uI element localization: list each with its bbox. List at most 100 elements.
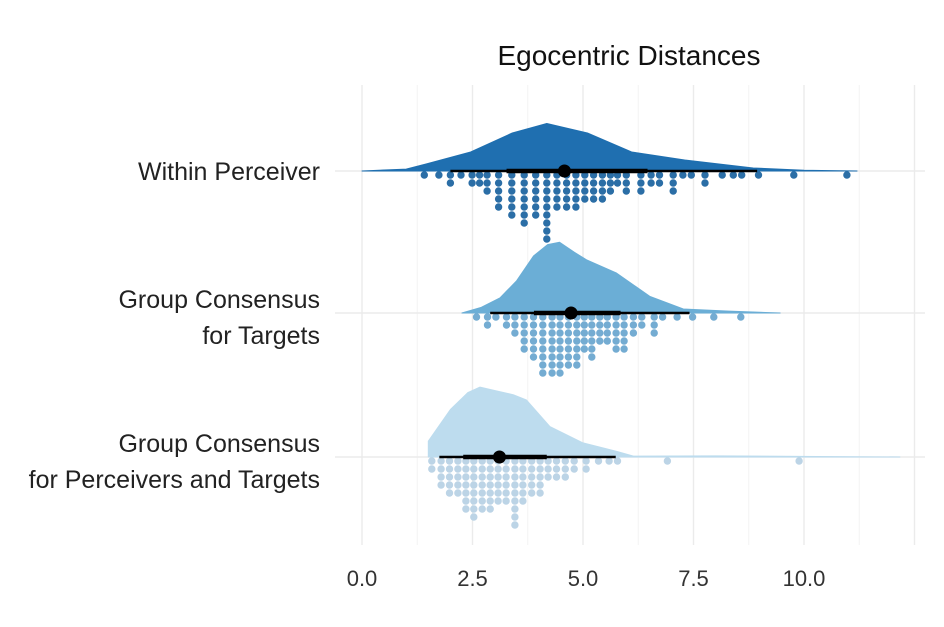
data-dot xyxy=(543,219,551,227)
data-dot xyxy=(790,171,798,179)
data-dot xyxy=(606,187,615,195)
data-dot xyxy=(483,187,491,195)
data-dot xyxy=(596,329,604,337)
data-dot xyxy=(528,473,536,481)
density-curve xyxy=(427,386,901,458)
data-dot xyxy=(539,369,547,377)
data-dot xyxy=(520,195,528,203)
data-dot xyxy=(594,457,603,465)
series-2 xyxy=(461,241,781,377)
data-dot xyxy=(572,187,580,195)
data-dot xyxy=(580,321,588,329)
data-dot xyxy=(620,337,628,345)
data-dot xyxy=(647,179,655,187)
data-dot xyxy=(564,329,573,337)
data-dot xyxy=(543,227,551,235)
data-dot xyxy=(528,481,536,489)
data-dot xyxy=(553,195,561,203)
data-dot xyxy=(539,345,547,353)
data-dot xyxy=(638,321,646,329)
data-dot xyxy=(532,195,540,203)
data-dot xyxy=(603,337,611,345)
data-dot xyxy=(588,337,596,345)
data-dot xyxy=(475,171,484,179)
data-dot xyxy=(588,329,596,337)
x-axis-tick-labels: 0.0 2.5 5.0 7.5 10.0 xyxy=(347,566,826,591)
data-dot xyxy=(581,187,589,195)
data-dot xyxy=(454,473,462,481)
data-dot xyxy=(581,195,589,203)
data-dot xyxy=(701,171,709,179)
data-dot xyxy=(582,465,590,473)
data-dot xyxy=(543,195,551,203)
series-3 xyxy=(427,386,901,529)
data-dot xyxy=(710,313,718,321)
data-dot xyxy=(520,203,528,211)
data-dot xyxy=(570,465,578,473)
data-dot xyxy=(470,497,478,505)
data-dot xyxy=(437,481,445,489)
data-dot xyxy=(446,171,455,179)
data-dot xyxy=(536,481,544,489)
data-dot xyxy=(669,187,677,195)
data-dot xyxy=(612,337,620,345)
data-dot xyxy=(629,313,638,321)
data-dot xyxy=(561,473,569,481)
data-dot xyxy=(573,353,581,361)
data-dot xyxy=(470,481,478,489)
data-dot xyxy=(737,313,745,321)
data-dot xyxy=(655,179,664,187)
data-dot xyxy=(502,481,510,489)
data-dot xyxy=(454,489,462,497)
data-dot xyxy=(573,361,581,369)
data-dot xyxy=(445,457,454,465)
data-dot xyxy=(529,329,538,337)
data-dot xyxy=(573,337,581,345)
data-dot xyxy=(548,345,556,353)
data-dot xyxy=(494,195,503,203)
data-dot xyxy=(511,481,519,489)
data-dot xyxy=(511,521,519,529)
data-dot xyxy=(508,179,516,187)
data-dot xyxy=(688,313,697,321)
data-dot xyxy=(572,203,580,211)
data-dot xyxy=(553,203,561,211)
data-dot xyxy=(420,171,428,179)
data-dot xyxy=(519,497,527,505)
data-dot xyxy=(620,313,628,321)
data-dot xyxy=(620,321,628,329)
data-dot xyxy=(548,369,556,377)
data-dot xyxy=(508,203,516,211)
data-dot xyxy=(589,179,598,187)
data-dot xyxy=(582,457,590,465)
data-dot xyxy=(552,457,561,465)
data-dot xyxy=(650,321,658,329)
data-dot xyxy=(544,465,552,473)
data-dot xyxy=(580,329,588,337)
data-dot xyxy=(754,171,763,179)
data-dot xyxy=(445,473,454,481)
data-dot xyxy=(437,457,445,465)
data-dot xyxy=(647,171,655,179)
data-dot xyxy=(573,345,581,353)
data-dot xyxy=(588,321,596,329)
density-curve xyxy=(461,241,781,314)
data-dot xyxy=(572,195,580,203)
data-dot xyxy=(532,179,540,187)
data-dot xyxy=(556,321,564,329)
data-dot xyxy=(511,329,519,337)
data-dot xyxy=(580,337,588,345)
data-dot xyxy=(605,457,613,465)
data-dot xyxy=(478,505,486,513)
data-dot xyxy=(679,171,687,179)
data-dot xyxy=(494,489,502,497)
data-dot xyxy=(638,313,646,321)
data-dot xyxy=(629,321,638,329)
data-dot xyxy=(502,465,510,473)
data-dot xyxy=(445,481,454,489)
y-axis-label: for Targets xyxy=(202,322,320,350)
data-dot xyxy=(596,321,604,329)
data-dot xyxy=(543,179,551,187)
data-dot xyxy=(478,497,486,505)
